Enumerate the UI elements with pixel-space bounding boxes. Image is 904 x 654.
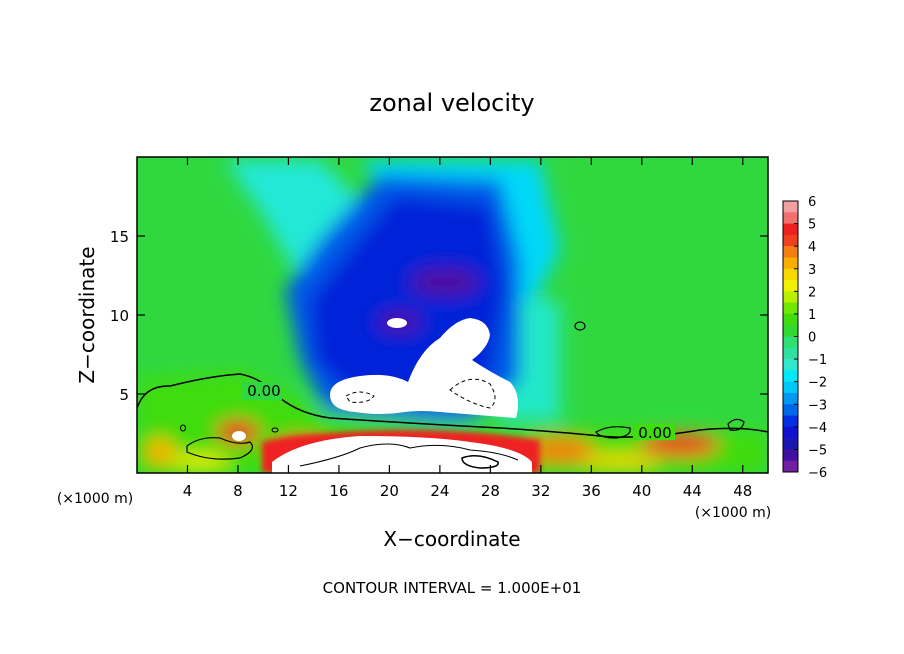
colorbar-swatch — [783, 426, 798, 439]
colorbar-swatch — [783, 460, 798, 473]
colorbar-swatch — [783, 246, 798, 258]
y-tick-label: 10 — [110, 307, 129, 325]
contour-label: 0.00 — [638, 424, 671, 442]
x-tick-label: 4 — [183, 482, 193, 500]
colorbar-swatch — [783, 268, 798, 281]
y-tick-label: 15 — [110, 228, 129, 246]
colorbar-swatch — [783, 280, 798, 292]
colorbar-tick-label: 2 — [808, 285, 816, 300]
x-axis-label: X−coordinate — [383, 527, 520, 551]
colorbar-swatch — [783, 291, 798, 303]
y-tick-label: 5 — [119, 386, 129, 404]
colorbar-swatch — [783, 415, 798, 428]
colorbar-tick-label: −6 — [808, 466, 827, 481]
colorbar-tick-label: −4 — [808, 421, 827, 436]
y-axis-label: Z−coordinate — [75, 246, 99, 383]
colorbar-swatch — [783, 347, 798, 360]
x-tick-label: 32 — [531, 482, 550, 500]
x-tick-label: 24 — [430, 482, 449, 500]
colorbar-tick-label: 5 — [808, 218, 816, 233]
colorbar-swatch — [783, 302, 798, 315]
x-unit-left: (×1000 m) — [57, 491, 133, 507]
colorbar-tick-label: 0 — [808, 331, 816, 346]
colorbar-swatch — [783, 370, 798, 382]
colorbar-tick-label: −5 — [808, 443, 827, 458]
x-tick-label: 28 — [481, 482, 500, 500]
colorbar-swatch — [783, 234, 798, 247]
chart-title: zonal velocity — [369, 89, 534, 117]
colorbar-tick-label: −2 — [808, 376, 827, 391]
x-tick-label: 8 — [233, 482, 243, 500]
contour-interval-note: CONTOUR INTERVAL = 1.000E+01 — [323, 579, 582, 597]
x-tick-label: 36 — [582, 482, 601, 500]
colorbar-tick-label: 3 — [808, 263, 816, 278]
colorbar-swatch — [783, 359, 798, 371]
x-tick-label: 44 — [683, 482, 702, 500]
colorbar-swatch — [783, 381, 798, 394]
colorbar-swatch — [783, 257, 798, 270]
colorbar: 6 5 4 3 2 1 0 −1 −2 −3 −4 −5 −6 — [782, 195, 827, 481]
colorbar-swatch — [783, 438, 798, 450]
x-tick-label: 16 — [329, 482, 348, 500]
colorbar-tick-label: 6 — [808, 195, 816, 210]
colorbar-swatch — [783, 404, 798, 416]
colorbar-swatch — [783, 313, 798, 326]
colorbar-swatch — [783, 212, 798, 224]
x-tick-label: 40 — [632, 482, 651, 500]
x-axis: 4 8 12 16 20 24 28 32 36 40 44 48 — [183, 157, 752, 500]
velocity-field — [137, 157, 768, 473]
colorbar-tick-label: 1 — [808, 308, 816, 323]
colorbar-tick-label: −1 — [808, 353, 827, 368]
x-tick-label: 12 — [279, 482, 298, 500]
y-axis: 5 10 15 — [110, 228, 768, 404]
colorbar-swatch — [783, 223, 798, 236]
colorbar-swatch — [783, 325, 798, 337]
x-tick-label: 48 — [733, 482, 752, 500]
colorbar-swatch — [783, 336, 798, 349]
colorbar-swatch — [783, 392, 798, 405]
contour-label: 0.00 — [247, 382, 280, 400]
x-unit-right: (×1000 m) — [695, 505, 771, 521]
colorbar-swatch — [783, 449, 798, 462]
x-tick-label: 20 — [380, 482, 399, 500]
colorbar-swatch — [783, 201, 798, 213]
colorbar-tick-label: 4 — [808, 240, 816, 255]
colorbar-tick-label: −3 — [808, 398, 827, 413]
